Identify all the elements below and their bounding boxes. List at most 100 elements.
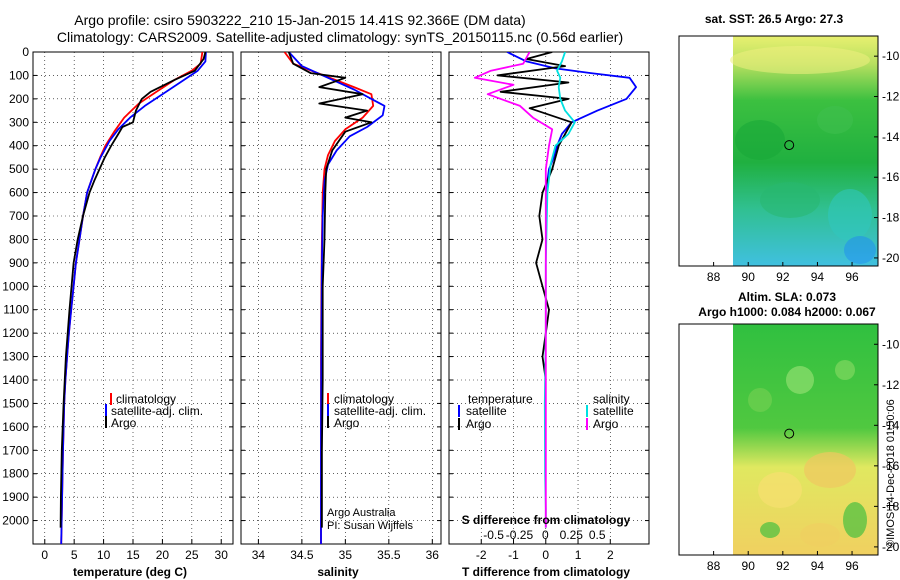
depth-tick-label: 400 [9, 139, 29, 153]
depth-tick-label: 1100 [3, 303, 29, 317]
temperature-grid [33, 51, 233, 544]
sst-map-blank [679, 36, 733, 266]
depth-tick-label: 1700 [2, 443, 29, 457]
lon-tick-label: 92 [776, 270, 790, 284]
x-tick-label: 0 [542, 548, 549, 562]
depth-tick-label: 1900 [2, 490, 29, 504]
difference-grid [449, 51, 649, 544]
depth-tick-label: 300 [9, 115, 29, 129]
sla-map-texture [748, 360, 867, 547]
temperature-series [59, 52, 207, 544]
x-tick-label: 15 [126, 548, 140, 562]
institution-label: Argo Australia [327, 507, 396, 519]
series-line-salinity-argo [473, 52, 554, 528]
depth-axis-ticks: 0 100 200 300 400 500 600 700 800 900 1000 1100 1200… [2, 45, 29, 528]
sla-argo-location-marker [784, 428, 795, 439]
s-diff-tick-label: -0.5 [483, 528, 504, 542]
legend-argo-sal: Argo [334, 416, 360, 430]
series-line-climatology [60, 52, 204, 544]
depth-tick-label: 200 [9, 92, 29, 106]
depth-tick-label: 900 [9, 256, 29, 270]
sst-map-title: sat. SST: 26.5 Argo: 27.3 [705, 12, 844, 26]
x-tick-label: 20 [156, 548, 170, 562]
legend-satellite-adj-sal: satellite-adj. clim. [334, 404, 426, 418]
depth-tick-label: 500 [9, 162, 29, 176]
difference-legend: temperature salinity satellite Argo sate… [458, 392, 634, 431]
depth-tick-label: 1300 [2, 350, 29, 364]
x-tick-label: 1 [575, 548, 582, 562]
s-diff-tick-label: 0.5 [589, 528, 606, 542]
series-line-satellite-adj-clim- [288, 52, 386, 544]
series-line-satellite-adj-clim- [60, 52, 207, 544]
lon-tick-label: 94 [811, 559, 825, 573]
x-tick-label: 2 [607, 548, 614, 562]
s-diff-tick-label: -0.25 [506, 528, 534, 542]
salinity-axis-label: salinity [317, 565, 359, 579]
pi-label: PI: Susan Wijffels [327, 520, 413, 532]
depth-tick-label: 600 [9, 186, 29, 200]
sla-map-blank [679, 324, 733, 555]
lat-tick-label: -14 [882, 418, 900, 432]
t-difference-axis-ticks: -2 -1 0 1 2 [476, 548, 614, 562]
x-tick-label: -2 [476, 548, 487, 562]
lat-tick-label: -20 [882, 251, 900, 265]
sla-map-frame [678, 323, 879, 556]
s-difference-axis-ticks: -0.5 -0.25 0 0.25 0.5 [483, 528, 606, 542]
series-line-salinity-satellite [543, 52, 576, 528]
lon-tick-label: 88 [707, 559, 721, 573]
series-line-argo [59, 52, 207, 528]
sla-map-axis-ticks: 88 90 92 94 96 -10 -12 -14 -16 -18 -20 [707, 337, 900, 573]
legend-argo: Argo [111, 416, 137, 430]
sla-map-panel: Altim. SLA: 0.073 Argo h1000: 0.084 h200… [678, 290, 900, 573]
depth-tick-label: 2000 [2, 514, 29, 528]
depth-tick-label: 1800 [2, 467, 29, 481]
depth-tick-label: 800 [9, 232, 29, 246]
lat-tick-label: -12 [882, 90, 900, 104]
figure-title-line1: Argo profile: csiro 5903222_210 15-Jan-2… [74, 12, 525, 28]
legend-title-temperature: temperature [468, 392, 533, 406]
salinity-legend: climatology satellite-adj. clim. Argo [327, 392, 426, 430]
depth-tick-label: 700 [9, 209, 29, 223]
s-difference-axis-label: S difference from climatology [462, 513, 631, 527]
sst-map-frame [678, 35, 879, 267]
x-tick-label: 25 [185, 548, 199, 562]
difference-panel: -2 -1 0 1 2 temperature salinity satellite A… [448, 51, 650, 579]
depth-tick-label: 1500 [2, 396, 29, 410]
s-diff-tick-label: 0 [542, 528, 549, 542]
temperature-axis-label: temperature (deg C) [73, 565, 187, 579]
x-tick-label: 30 [215, 548, 229, 562]
lon-tick-label: 90 [742, 270, 756, 284]
depth-tick-label: 1400 [2, 373, 29, 387]
depth-tick-label: 1600 [2, 420, 29, 434]
legend-title-salinity: salinity [593, 392, 630, 406]
temperature-legend: climatology satellite-adj. clim. Argo [105, 392, 203, 430]
lon-tick-label: 96 [845, 270, 859, 284]
depth-tick-label: 1200 [2, 326, 29, 340]
lon-tick-label: 90 [742, 559, 756, 573]
legend-sal-satellite: satellite [593, 404, 634, 418]
x-tick-label: 35 [339, 548, 353, 562]
copyright-credit: ©IMOS 14-Dec-2018 01:50:06 [885, 399, 897, 548]
sla-map-title: Altim. SLA: 0.073 [738, 290, 836, 304]
temperature-axis-ticks: 0 5 10 15 20 25 30 [41, 548, 228, 562]
difference-series [473, 52, 637, 528]
lon-tick-label: 94 [811, 270, 825, 284]
legend-temp-satellite: satellite [466, 404, 507, 418]
legend-sal-argo: Argo [593, 417, 619, 431]
lat-tick-label: -16 [882, 459, 900, 473]
t-difference-axis-label: T difference from climatology [462, 565, 630, 579]
lat-tick-label: -20 [882, 540, 900, 554]
legend-climatology-sal: climatology [334, 392, 394, 406]
temperature-panel: 0100200300400500600700800900100011001200… [2, 45, 234, 579]
series-line-temperature-satellite [506, 52, 637, 205]
salinity-axis-ticks: 34 34.5 35 35.5 36 [252, 548, 440, 562]
lat-tick-label: -10 [882, 337, 900, 351]
lon-tick-label: 96 [845, 559, 859, 573]
salinity-plot-frame [240, 51, 442, 545]
sla-map-subtitle: Argo h1000: 0.084 h2000: 0.067 [698, 305, 876, 319]
sst-argo-location-marker [784, 140, 795, 151]
lat-tick-label: -16 [882, 170, 900, 184]
salinity-series [283, 52, 386, 544]
x-tick-label: 34 [252, 548, 266, 562]
